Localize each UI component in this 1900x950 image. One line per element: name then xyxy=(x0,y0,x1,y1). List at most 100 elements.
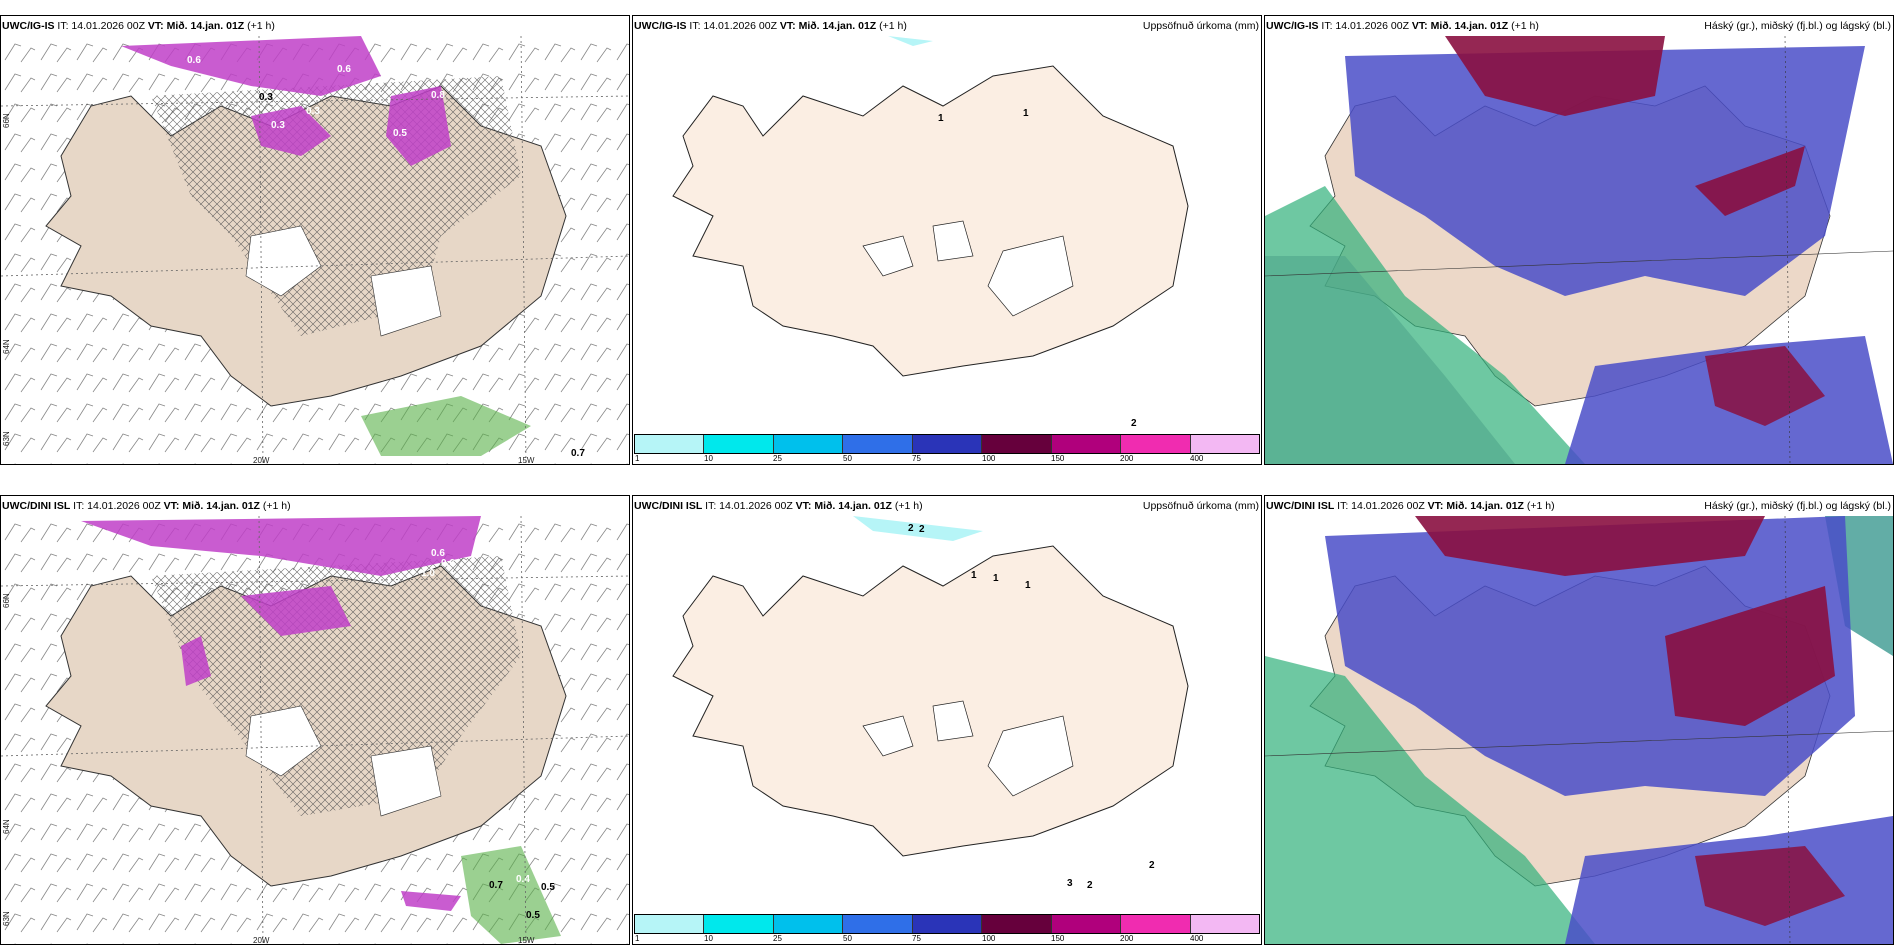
colorbar-segment xyxy=(1121,915,1191,933)
valid-time: Mið. 14.jan. 01Z xyxy=(182,500,260,512)
map-panel-cloud-top: UWC/IG-IS IT: 14.01.2026 00Z VT: Mið. 14… xyxy=(1264,15,1894,465)
colorbar-segment xyxy=(1051,915,1122,933)
precip-label: 0.5 xyxy=(526,910,540,921)
iceland-land xyxy=(672,65,1189,377)
colorbar-segment xyxy=(982,435,1052,453)
colorbar-tick: 25 xyxy=(773,454,782,463)
vt-prefix: VT: xyxy=(779,20,796,32)
lat-label: 64N xyxy=(2,339,11,354)
map-panel-precip-bottom: UWC/DINI ISL IT: 14.01.2026 00Z VT: Mið.… xyxy=(632,495,1262,945)
vt-prefix: VT: xyxy=(795,500,812,512)
lon-label: 20W xyxy=(253,456,270,465)
panel-title: Háský (gr.), miðský (fj.bl.) og lágský (… xyxy=(1704,20,1891,32)
precip-map-svg: 2 2 1 1 1 3 2 2 xyxy=(672,516,1189,891)
lead-time: (+1 h) xyxy=(894,500,923,512)
lead-time: (+1 h) xyxy=(1511,20,1539,32)
low-cloud-green xyxy=(1265,256,1515,464)
high-cloud-red xyxy=(1415,516,1765,576)
colorbar-segment xyxy=(1190,435,1259,453)
colorbar-tick: 200 xyxy=(1120,454,1134,463)
valid-time: Mið. 14.jan. 01Z xyxy=(798,20,877,32)
precip-map: 1 1 2 xyxy=(633,36,1261,430)
map-panel-precip-top: UWC/IG-IS IT: 14.01.2026 00Z VT: Mið. 14… xyxy=(632,15,1262,465)
precip-amount: 2 xyxy=(1131,418,1137,429)
precip-amount: 1 xyxy=(938,113,944,124)
precip-purple-blobs xyxy=(386,86,451,166)
lat-label: 66N xyxy=(2,113,11,128)
colorbar-tick: 1 xyxy=(635,934,640,943)
precip-label: 0.7 xyxy=(571,448,585,459)
precip-purple-blobs xyxy=(251,106,331,156)
lat-label: 64N xyxy=(2,819,11,834)
high-cloud-red xyxy=(1695,846,1845,926)
lon-label: 20W xyxy=(253,936,270,945)
glacier xyxy=(370,745,442,817)
precip-label: 0.6 xyxy=(337,64,351,75)
high-cloud-red xyxy=(1445,36,1665,116)
low-cloud-green xyxy=(1265,656,1595,944)
colorbar-segment xyxy=(635,915,705,933)
model-name: UWC/IG-IS xyxy=(1266,20,1319,32)
lead-time: (+1 h) xyxy=(1526,500,1555,512)
model-name: UWC/DINI ISL xyxy=(634,500,703,512)
wind-map: 0.6 1.0 0.6 0.7 0.5 0.5 0.4 xyxy=(1,516,629,944)
lon-label: 15W xyxy=(518,456,535,465)
colorbar-tick: 200 xyxy=(1120,934,1134,943)
map-panel-wind-bottom: UWC/DINI ISL IT: 14.01.2026 00Z VT: Mið.… xyxy=(0,495,630,945)
precip-map: 2 2 1 1 1 3 2 2 xyxy=(633,516,1261,910)
panel-header: UWC/DINI ISL IT: 14.01.2026 00Z VT: Mið.… xyxy=(1,496,629,516)
map-panel-cloud-bottom: UWC/DINI ISL IT: 14.01.2026 00Z VT: Mið.… xyxy=(1264,495,1894,945)
lat-label: 63N xyxy=(2,431,11,446)
colorbar-segment xyxy=(843,435,913,453)
lead-time: (+1 h) xyxy=(879,20,907,32)
model-name: UWC/IG-IS xyxy=(2,20,55,32)
glacier xyxy=(862,235,914,277)
vt-prefix: VT: xyxy=(1427,500,1444,512)
precip-label: 0.6 xyxy=(441,558,455,569)
colorbar-segment xyxy=(1051,435,1122,453)
precip-label: 0.3 xyxy=(306,106,320,117)
vt-prefix: VT: xyxy=(163,500,180,512)
lat-label: 63N xyxy=(2,911,11,926)
precip-label: 0.5 xyxy=(541,882,555,893)
valid-time: Mið. 14.jan. 01Z xyxy=(814,500,892,512)
valid-time: Mið. 14.jan. 01Z xyxy=(1446,500,1524,512)
valid-time: Mið. 14.jan. 01Z xyxy=(166,20,245,32)
precip-label: 0.3 xyxy=(259,92,273,103)
precip-purple-north xyxy=(81,516,481,576)
colorbar-segment xyxy=(912,435,983,453)
precip-purple-north xyxy=(121,36,381,96)
colorbar-segment xyxy=(773,435,844,453)
glacier xyxy=(987,715,1074,797)
run-time: IT: 14.01.2026 00Z xyxy=(705,500,793,512)
colorbar-ticks: 1 10 25 50 75 100 150 200 400 xyxy=(634,934,1260,944)
panel-title: Uppsöfnuð úrkoma (mm) xyxy=(1142,20,1259,32)
precip-label: 0.8 xyxy=(431,90,445,101)
precip-label: 0.6 xyxy=(431,548,445,559)
colorbar-segment xyxy=(843,915,913,933)
glacier xyxy=(245,225,322,297)
colorbar-tick: 100 xyxy=(982,934,996,943)
colorbar-segment xyxy=(773,915,844,933)
glacier xyxy=(370,265,442,337)
precip-purple-blobs xyxy=(181,636,211,686)
vt-prefix: VT: xyxy=(147,20,164,32)
colorbar-tick: 100 xyxy=(982,454,996,463)
wind-map-svg: 0.6 0.6 0.3 0.3 0.8 0.5 0.3 0.8 0.7 xyxy=(1,36,629,464)
glacier xyxy=(932,220,974,262)
colorbar-tick: 50 xyxy=(843,934,852,943)
glacier xyxy=(862,715,914,757)
precip-map-svg: 1 1 2 xyxy=(672,36,1189,429)
colorbar-segment xyxy=(1121,435,1191,453)
precip-green-south xyxy=(461,846,561,944)
glacier xyxy=(245,705,322,777)
high-cloud-red xyxy=(1695,146,1805,216)
panel-header: UWC/DINI ISL IT: 14.01.2026 00Z VT: Mið.… xyxy=(633,496,1261,516)
lat-label: 66N xyxy=(2,593,11,608)
mid-cloud-blue xyxy=(1345,46,1865,296)
model-name: UWC/DINI ISL xyxy=(2,500,71,512)
precip-amount: 2 xyxy=(919,524,925,535)
colorbar-tick: 10 xyxy=(704,934,713,943)
panel-header: UWC/IG-IS IT: 14.01.2026 00Z VT: Mið. 14… xyxy=(1265,16,1893,36)
colorbar-tick: 50 xyxy=(843,454,852,463)
